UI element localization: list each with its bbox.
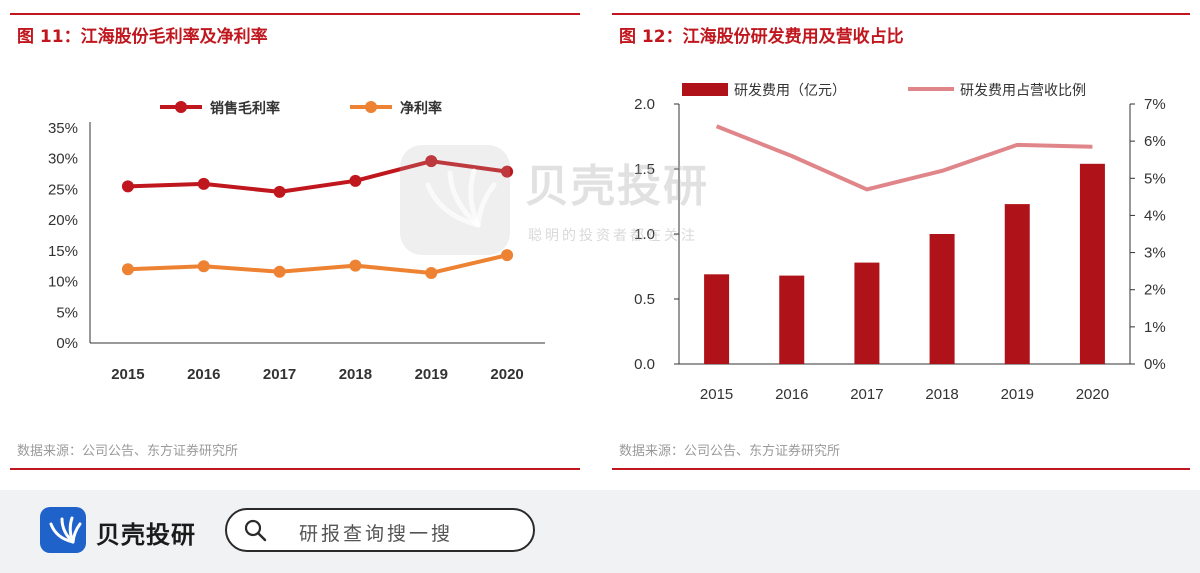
right-y-tick-label: 2% xyxy=(1144,282,1166,299)
y-tick-label: 20% xyxy=(48,212,78,229)
right-y-tick-label: 6% xyxy=(1144,133,1166,150)
y-tick-label: 10% xyxy=(48,274,78,291)
bar xyxy=(1079,163,1105,364)
chart-source: 数据来源：公司公告、东方证券研究所 xyxy=(17,444,239,459)
data-point xyxy=(425,266,438,279)
bar xyxy=(929,234,955,364)
x-tick-label: 2017 xyxy=(263,366,296,383)
legend-marker xyxy=(365,101,377,113)
legend-marker xyxy=(175,101,187,113)
x-tick-label: 2020 xyxy=(490,366,523,383)
chart-title: 图 12：江海股份研发费用及营收占比 xyxy=(619,27,904,47)
right-y-tick-label: 5% xyxy=(1144,170,1166,187)
rd-expense-chart: 0.0 0.5 1.0 1.5 2.0 0% 1% 2% 3% 4% 5% 6% 7% 2015 2016 2… xyxy=(634,83,1166,403)
legend-label: 研发费用占营收比例 xyxy=(960,83,1086,99)
left-y-tick-label: 1.0 xyxy=(634,226,655,243)
y-tick-label: 30% xyxy=(48,151,78,168)
data-point xyxy=(349,259,362,272)
x-tick-label: 2020 xyxy=(1076,386,1109,403)
search-placeholder: 研报查询搜一搜 xyxy=(299,523,454,545)
panel-bottom-rule xyxy=(612,468,1190,470)
y-tick-label: 35% xyxy=(48,120,78,137)
y-tick-label: 15% xyxy=(48,243,78,260)
y-tick-label: 25% xyxy=(48,181,78,198)
chart-panel-left: 图 11：江海股份毛利率及净利率 0% 5% 10% 15% 20% 25% 30% 35% 2… xyxy=(10,0,580,470)
left-y-tick-label: 0.5 xyxy=(634,291,655,308)
x-tick-label: 2015 xyxy=(111,366,144,383)
data-point xyxy=(501,165,514,178)
x-tick-label: 2019 xyxy=(1001,386,1034,403)
chart-title: 图 11：江海股份毛利率及净利率 xyxy=(17,27,268,47)
data-point xyxy=(425,155,438,168)
left-y-tick-label: 1.5 xyxy=(634,161,655,178)
legend-swatch-bar xyxy=(682,83,728,96)
data-point xyxy=(121,180,134,193)
series-line xyxy=(127,159,508,194)
data-point xyxy=(197,177,210,190)
data-point xyxy=(501,249,514,262)
bar xyxy=(1004,204,1030,364)
legend-label: 净利率 xyxy=(400,100,442,117)
shell-logo-icon[interactable] xyxy=(40,507,86,553)
search-icon xyxy=(244,519,267,542)
legend-label: 销售毛利率 xyxy=(210,100,280,117)
right-y-tick-label: 0% xyxy=(1144,356,1166,373)
x-tick-label: 2017 xyxy=(850,386,883,403)
x-tick-label: 2018 xyxy=(339,366,372,383)
x-tick-label: 2019 xyxy=(415,366,448,383)
footer-bar: 贝壳投研 研报查询搜一搜 xyxy=(0,490,1200,573)
y-tick-label: 0% xyxy=(56,335,78,352)
series-line xyxy=(127,253,508,275)
data-point xyxy=(349,174,362,187)
bar xyxy=(704,274,730,364)
left-y-tick-label: 0.0 xyxy=(634,356,655,373)
bar xyxy=(854,262,880,364)
data-point xyxy=(121,263,134,276)
chart-panel-right: 图 12：江海股份研发费用及营收占比 0.0 0.5 1.0 1.5 2.0 0% 1% 2%… xyxy=(612,0,1190,470)
footer-brand[interactable]: 贝壳投研 xyxy=(96,521,196,549)
left-y-tick-label: 2.0 xyxy=(634,96,655,113)
data-point xyxy=(197,260,210,273)
y-tick-label: 5% xyxy=(56,304,78,321)
data-point xyxy=(273,265,286,278)
right-y-tick-label: 3% xyxy=(1144,245,1166,262)
right-y-tick-label: 7% xyxy=(1144,96,1166,113)
search-box[interactable]: 研报查询搜一搜 xyxy=(225,508,535,552)
right-y-tick-label: 4% xyxy=(1144,207,1166,224)
x-tick-label: 2016 xyxy=(775,386,808,403)
chart-source: 数据来源：公司公告、东方证券研究所 xyxy=(619,444,841,459)
x-tick-label: 2018 xyxy=(925,386,958,403)
panel-top-rule xyxy=(612,13,1190,15)
legend-label: 研发费用（亿元） xyxy=(734,83,846,99)
panel-bottom-rule xyxy=(10,468,580,470)
data-point xyxy=(273,185,286,198)
bar xyxy=(779,275,805,364)
ratio-line xyxy=(715,124,1093,192)
margin-line-chart: 0% 5% 10% 15% 20% 25% 30% 35% 2015 2016 2017 2018 20… xyxy=(48,100,545,383)
panel-top-rule xyxy=(10,13,580,15)
x-tick-label: 2016 xyxy=(187,366,220,383)
right-y-tick-label: 1% xyxy=(1144,319,1166,336)
x-tick-label: 2015 xyxy=(700,386,733,403)
